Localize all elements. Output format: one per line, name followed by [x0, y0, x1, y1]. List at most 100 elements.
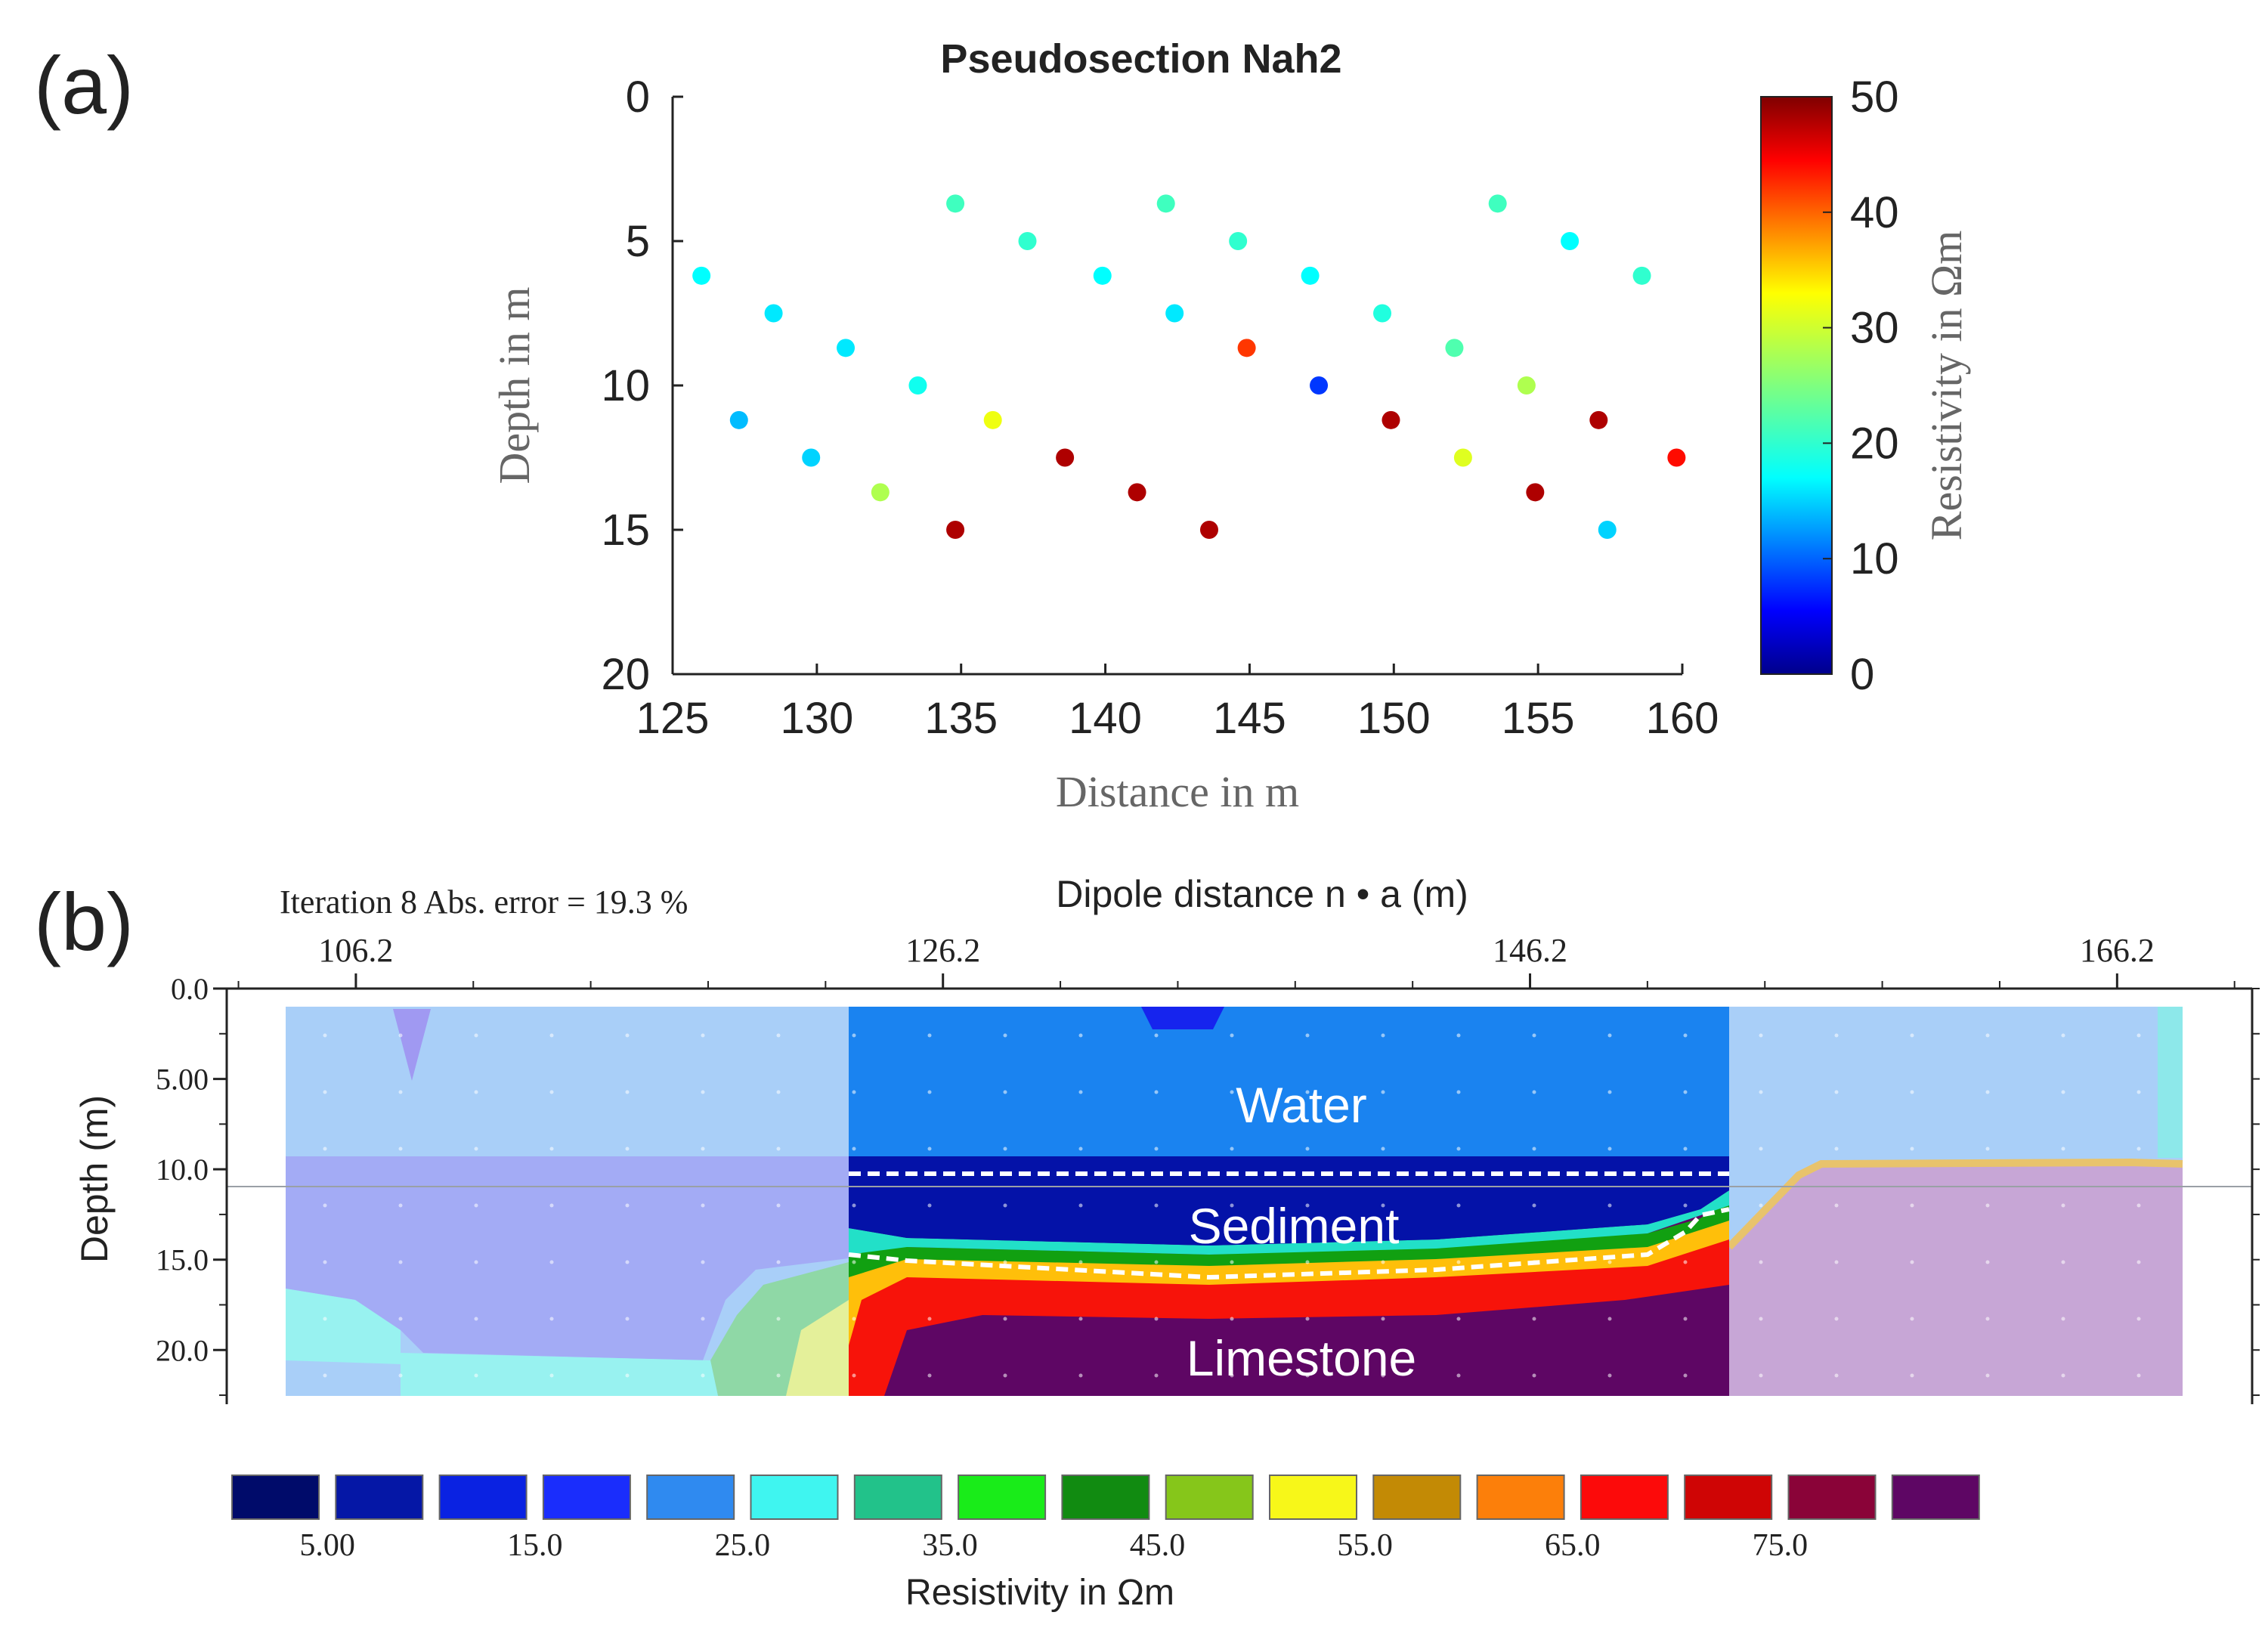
grid-dot — [549, 1147, 554, 1151]
grid-dot — [398, 1260, 403, 1264]
grid-dot — [1003, 1373, 1007, 1378]
chart-a-axes: 125 130 135 140 145 150 155 160 0 5 10 15 20 — [601, 73, 1719, 743]
grid-dot — [1381, 1373, 1385, 1378]
grid-dot — [1456, 1033, 1461, 1038]
transition-cyan — [849, 1190, 1729, 1255]
grid-dot — [625, 1033, 630, 1038]
data-point — [1445, 339, 1464, 357]
chart-b-axes: 106.2 126.2 146.2 166.2 0.0 5.00 10.0 15.0 20.0 — [156, 932, 2260, 1404]
grid-dot — [1759, 1147, 1763, 1151]
data-point — [1589, 410, 1608, 429]
grid-dot — [323, 1373, 327, 1378]
grid-dot — [474, 1203, 478, 1208]
inversion-section: Iteration 8 Abs. error = 19.3 % Dipole d… — [73, 873, 2260, 1613]
grid-dot — [1683, 1147, 1688, 1151]
grid-dot — [1381, 1203, 1385, 1208]
grid-dot — [776, 1203, 781, 1208]
grid-dot — [625, 1090, 630, 1094]
chart-a-title: Pseudosection Nah2 — [940, 36, 1341, 82]
grid-dot — [1305, 1033, 1310, 1038]
grid-dot — [1910, 1203, 1914, 1208]
grid-dot — [1834, 1033, 1839, 1038]
grid-dot — [323, 1147, 327, 1151]
chart-b-iteration-label: Iteration 8 Abs. error = 19.3 % — [280, 883, 688, 921]
data-point — [764, 304, 783, 323]
chart-b-y-tick-label: 20.0 — [156, 1333, 209, 1367]
grid-dot — [1078, 1373, 1083, 1378]
grid-dot — [1683, 1260, 1688, 1264]
data-point — [1667, 448, 1686, 467]
grid-dot — [323, 1260, 327, 1264]
grid-dot — [1078, 1317, 1083, 1321]
data-point — [729, 410, 748, 429]
data-point — [1561, 232, 1580, 250]
colorbar-swatch — [1165, 1475, 1254, 1520]
grid-dot — [2136, 1147, 2141, 1151]
grid-dot — [474, 1090, 478, 1094]
grid-dot — [927, 1147, 932, 1151]
grid-dot — [701, 1373, 705, 1378]
chart-a-colorbar-tick-label: 30 — [1850, 304, 1899, 353]
grid-dot — [1003, 1317, 1007, 1321]
grid-dot — [1532, 1317, 1536, 1321]
chart-a-y-tick-label: 0 — [626, 73, 650, 122]
label-water: Water — [1236, 1077, 1367, 1133]
colorbar-swatch — [750, 1475, 839, 1520]
grid-dot — [1607, 1260, 1612, 1264]
grid-dot — [2136, 1203, 2141, 1208]
data-point — [1382, 410, 1400, 429]
data-point — [1165, 304, 1184, 323]
grid-dot — [1607, 1033, 1612, 1038]
data-point — [871, 483, 890, 502]
grid-dot — [625, 1260, 630, 1264]
colorbar-tick-label: 65.0 — [1545, 1528, 1601, 1563]
left-anomaly — [393, 1009, 431, 1081]
chart-b-grid-dots — [323, 1033, 2141, 1378]
data-point — [1056, 448, 1075, 467]
panel-label-b: (b) — [34, 876, 134, 967]
grid-dot — [927, 1203, 932, 1208]
grid-dot — [1910, 1260, 1914, 1264]
grid-dot — [474, 1317, 478, 1321]
chart-b-x-tick-label: 106.2 — [318, 932, 393, 969]
pseudosection-chart: Pseudosection Nah2 125 130 135 140 145 150 155… — [490, 36, 1971, 816]
grid-dot — [2061, 1203, 2065, 1208]
grid-dot — [1305, 1203, 1310, 1208]
grid-dot — [474, 1373, 478, 1378]
grid-dot — [2136, 1373, 2141, 1378]
colorbar-tick-label: 75.0 — [1753, 1528, 1809, 1563]
grid-dot — [1607, 1147, 1612, 1151]
grid-dot — [927, 1033, 932, 1038]
colorbar-swatch — [958, 1475, 1047, 1520]
grid-dot — [1985, 1203, 1990, 1208]
chart-a-y-tick-label: 15 — [601, 506, 650, 555]
chart-a-y-tick-label: 10 — [601, 361, 650, 410]
grid-dot — [1834, 1090, 1839, 1094]
grid-dot — [1759, 1203, 1763, 1208]
grid-dot — [474, 1260, 478, 1264]
grid-dot — [2061, 1317, 2065, 1321]
grid-dot — [2061, 1373, 2065, 1378]
grid-dot — [625, 1317, 630, 1321]
chart-a-x-tick-label: 160 — [1646, 694, 1719, 743]
grid-dot — [1985, 1147, 1990, 1151]
colorbar-swatch — [1580, 1475, 1669, 1520]
grid-dot — [398, 1147, 403, 1151]
grid-dot — [549, 1317, 554, 1321]
colorbar-swatch — [853, 1475, 942, 1520]
grid-dot — [1834, 1203, 1839, 1208]
grid-dot — [1834, 1317, 1839, 1321]
grid-dot — [776, 1033, 781, 1038]
grid-dot — [1834, 1147, 1839, 1151]
chart-b-colorbar-label: Resistivity in Ωm — [905, 1573, 1174, 1613]
data-point — [1373, 304, 1392, 323]
chart-a-x-tick-label: 145 — [1213, 694, 1286, 743]
chart-b-y-tick-label: 15.0 — [156, 1243, 209, 1277]
left-deep-zone — [286, 1289, 718, 1396]
data-point — [1093, 266, 1112, 285]
grid-dot — [625, 1147, 630, 1151]
grid-dot — [1532, 1033, 1536, 1038]
grid-dot — [625, 1203, 630, 1208]
grid-dot — [701, 1090, 705, 1094]
grid-dot — [701, 1203, 705, 1208]
